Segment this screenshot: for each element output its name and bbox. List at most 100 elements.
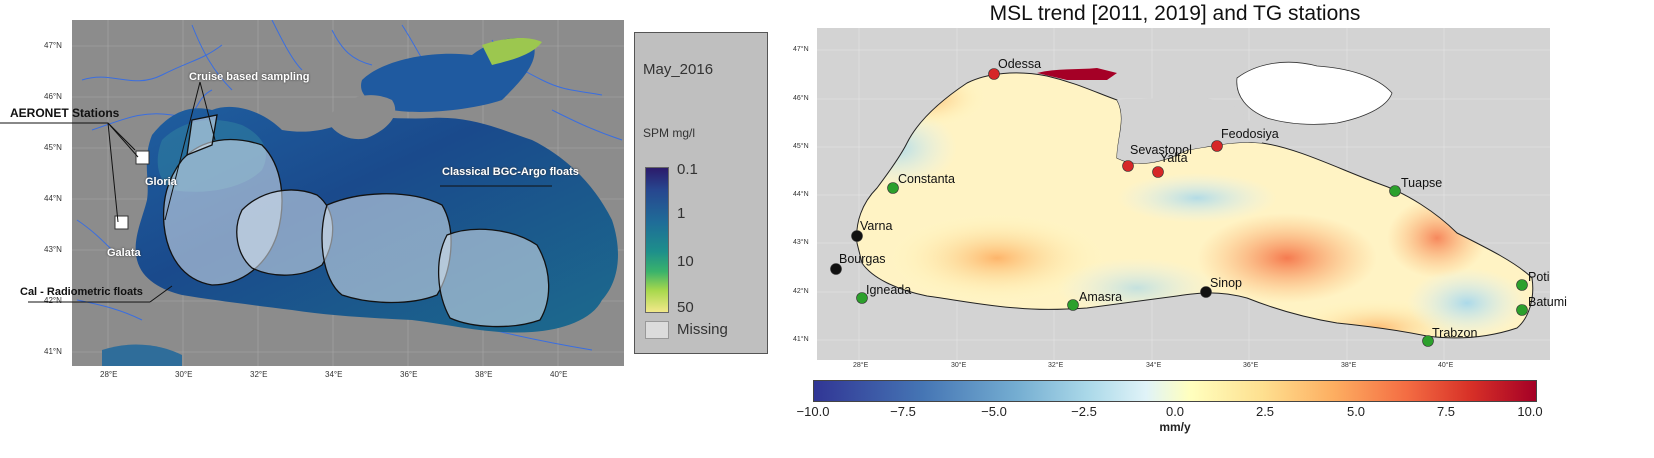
legend-missing-swatch — [645, 321, 669, 339]
station-marker-tuapse — [1389, 185, 1401, 197]
azov-bloom — [482, 38, 542, 65]
left-lon-tick: 30°E — [175, 370, 193, 379]
crimea-land — [1117, 96, 1262, 164]
right-map-title: MSL trend [2011, 2019] and TG stations — [989, 2, 1361, 25]
station-label-batumi: Batumi — [1528, 295, 1567, 309]
right-lat-axis: 47°N 46°N 45°N 44°N 43°N 42°N 41°N — [793, 28, 817, 360]
left-map-svg: 47°N 46°N 45°N 44°N 43°N 42°N 41°N — [46, 19, 624, 366]
left-lon-axis: 28°E 30°E 32°E 34°E 36°E 38°E 40°E — [72, 370, 624, 384]
dnieper-estuary — [1037, 68, 1117, 80]
left-lat-tick: 41°N — [44, 347, 62, 356]
annotation-aeronet: AERONET Stations — [10, 106, 120, 120]
colorbar-tick: −7.5 — [890, 404, 916, 419]
annotation-bgc-argo: Classical BGC-Argo floats — [442, 166, 579, 178]
legend-tick: 1 — [677, 205, 686, 222]
colorbar-tick: 10.0 — [1517, 404, 1543, 419]
station-label-tuapse: Tuapse — [1401, 176, 1442, 190]
station-label-igneada: Igneada — [866, 283, 911, 297]
legend-colorbar — [645, 167, 669, 313]
left-lon-tick: 34°E — [325, 370, 343, 379]
station-marker-poti — [1516, 279, 1528, 291]
msl-trend-map: 28°E 30°E 32°E 34°E 36°E 38°E 40°E — [817, 28, 1550, 372]
station-label-poti: Poti — [1528, 270, 1550, 284]
colorbar-tick: −2.5 — [1071, 404, 1097, 419]
left-lat-axis: 47°N 46°N 45°N 44°N 43°N 42°N 41°N — [44, 20, 72, 366]
right-lon-tick: 30°E — [951, 362, 967, 369]
annotation-lines — [0, 81, 552, 303]
station-marker-igneada — [856, 292, 868, 304]
station-label-yalta: Yalta — [1160, 151, 1188, 165]
crimea — [327, 95, 396, 140]
colorbar-tick: 5.0 — [1346, 404, 1366, 419]
legend-date: May_2016 — [643, 61, 714, 78]
colorbar-tick: 7.5 — [1436, 404, 1456, 419]
right-lat-tick: 45°N — [793, 143, 809, 150]
station-marker-amasra — [1067, 299, 1079, 311]
right-lat-tick: 44°N — [793, 191, 809, 198]
right-lon-axis: 28°E 30°E 32°E 34°E 36°E 38°E 40°E — [817, 362, 1550, 374]
station-marker-varna — [851, 230, 863, 242]
station-label-bourgas: Bourgas — [839, 252, 886, 266]
marmara-sea — [102, 344, 182, 366]
left-lon-tick: 36°E — [400, 370, 418, 379]
colorbar-tick: −10.0 — [796, 404, 830, 419]
left-lat-tick: 46°N — [44, 92, 62, 101]
right-lon-tick: 28°E — [853, 362, 869, 369]
station-marker-odessa — [988, 68, 1000, 80]
right-lon-tick: 32°E — [1048, 362, 1064, 369]
right-lon-tick: 36°E — [1243, 362, 1259, 369]
msl-colorbar — [813, 380, 1537, 402]
right-lat-tick: 42°N — [793, 288, 809, 295]
station-label-varna: Varna — [860, 219, 892, 233]
station-marker-trabzon — [1422, 335, 1434, 347]
legend-missing-label: Missing — [677, 321, 728, 338]
right-lat-tick: 47°N — [793, 46, 809, 53]
left-lat-tick: 47°N — [44, 41, 62, 50]
legend-tick: 0.1 — [677, 161, 698, 178]
spm-satellite-map: 47°N 46°N 45°N 44°N 43°N 42°N 41°N — [46, 19, 624, 366]
coastline — [856, 72, 1534, 339]
float-zones — [162, 114, 550, 328]
right-lat-tick: 41°N — [793, 336, 809, 343]
right-lon-tick: 38°E — [1341, 362, 1357, 369]
station-label-trabzon: Trabzon — [1432, 326, 1477, 340]
station-marker-sinop — [1200, 286, 1212, 298]
station-label-feodosiya: Feodosiya — [1221, 127, 1279, 141]
colorbar-tick: 0.0 — [1165, 404, 1185, 419]
colorbar-unit: mm/y — [1159, 420, 1191, 434]
station-marker-feodosiya — [1211, 140, 1223, 152]
station-label-constanta: Constanta — [898, 172, 955, 186]
right-lat-tick: 46°N — [793, 95, 809, 102]
station-marker-sevastopol — [1122, 160, 1134, 172]
left-lon-tick: 32°E — [250, 370, 268, 379]
aeronet-station-gloria — [135, 150, 150, 165]
left-lat-tick: 44°N — [44, 194, 62, 203]
right-lon-tick: 40°E — [1438, 362, 1454, 369]
right-lon-tick: 34°E — [1146, 362, 1162, 369]
right-lat-tick: 43°N — [793, 239, 809, 246]
left-lat-tick: 43°N — [44, 245, 62, 254]
colorbar-tick: 2.5 — [1255, 404, 1275, 419]
legend-tick: 50 — [677, 299, 694, 316]
annotation-cal-radiometric: Cal - Radiometric floats — [20, 286, 143, 298]
left-lat-tick: 42°N — [44, 296, 62, 305]
aeronet-station-galata — [114, 215, 129, 230]
station-label-amasra: Amasra — [1079, 290, 1122, 304]
annotation-galata: Galata — [107, 247, 141, 259]
left-lat-tick: 45°N — [44, 143, 62, 152]
station-marker-bourgas — [830, 263, 842, 275]
left-lon-tick: 38°E — [475, 370, 493, 379]
left-lon-tick: 40°E — [550, 370, 568, 379]
colorbar-tick: −5.0 — [981, 404, 1007, 419]
annotation-gloria: Gloria — [145, 176, 177, 188]
right-map-svg: 28°E 30°E 32°E 34°E 36°E 38°E 40°E — [817, 28, 1550, 372]
sea-of-azov-white — [1236, 61, 1393, 125]
spm-legend: May_2016 SPM mg/l 0.1 1 10 50 Missing — [634, 32, 768, 354]
legend-tick: 10 — [677, 253, 694, 270]
station-marker-yalta — [1152, 166, 1164, 178]
station-label-sevastopol: Sevastopol — [1130, 143, 1192, 157]
left-lon-tick: 28°E — [100, 370, 118, 379]
annotation-cruise: Cruise based sampling — [189, 71, 310, 83]
legend-unit: SPM mg/l — [643, 126, 696, 140]
